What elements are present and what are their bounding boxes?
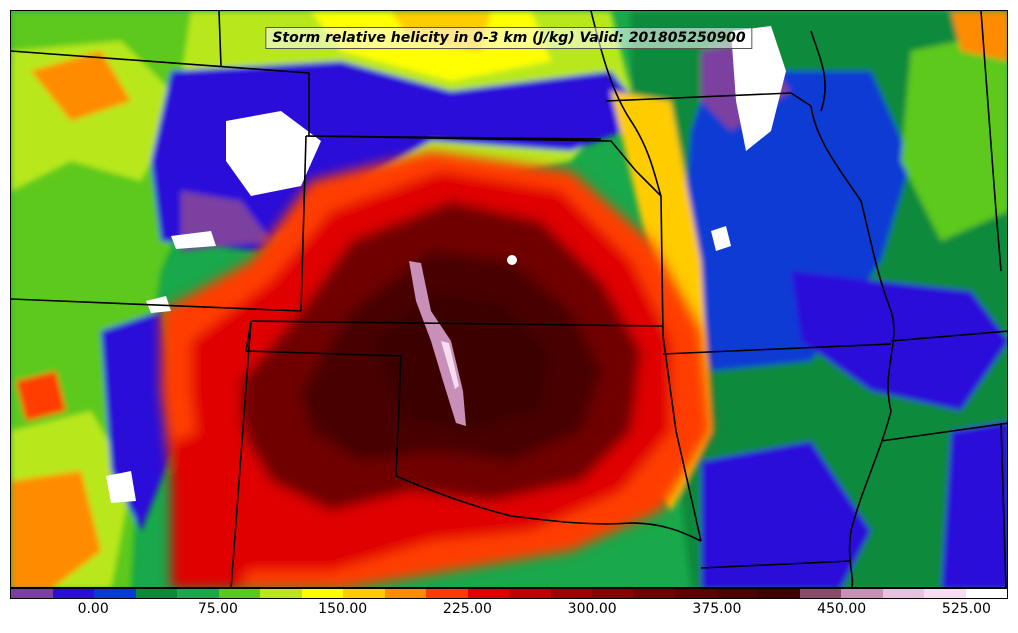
- colorbar-tick-label: 225.00: [442, 601, 492, 617]
- colorbar-tick-label: 375.00: [692, 601, 742, 617]
- colorbar-swatch: [799, 589, 841, 598]
- border-ok-east: [662, 335, 702, 542]
- region-white-west-spot: [106, 471, 136, 503]
- colorbar-swatch: [384, 589, 426, 598]
- region-east-orange: [951, 11, 1007, 61]
- colorbar-swatch: [965, 589, 1007, 598]
- colorbar-swatch: [924, 589, 966, 598]
- region-white-nebraska: [226, 111, 321, 196]
- region-white-streak: [441, 341, 459, 389]
- region-pink-streak: [409, 261, 466, 426]
- region-darkest-core: [371, 291, 551, 431]
- region-plains-blue: [151, 61, 651, 251]
- border-red-river: [395, 475, 702, 542]
- colorbar-swatch: [301, 589, 343, 598]
- region-white-iowa-spot: [711, 226, 731, 251]
- border-co-south: [245, 320, 402, 357]
- colorbar-swatch: [467, 589, 509, 598]
- border-il-east: [980, 11, 1002, 272]
- colorbar-swatch: [343, 589, 385, 598]
- region-white-nebraska-edge: [171, 231, 216, 249]
- region-sw-red: [171, 421, 271, 587]
- colorbar-swatch: [675, 589, 717, 598]
- colorbar-swatch: [716, 589, 758, 598]
- border-mississippi: [810, 105, 895, 587]
- border-co-north: [11, 298, 302, 312]
- map-title: Storm relative helicity in 0-3 km (J/kg)…: [265, 27, 753, 49]
- border-ne-ks: [300, 135, 307, 312]
- colorbar-tick-label: 450.00: [817, 601, 867, 617]
- border-ar-south: [700, 560, 852, 569]
- colorbar-swatch: [218, 589, 260, 598]
- region-white-spot-kansas: [507, 255, 517, 265]
- region-white-iowa: [731, 26, 786, 151]
- colorbar-swatch: [135, 589, 177, 598]
- colorbar-swatch: [841, 589, 883, 598]
- colorbar-tick-label: 300.00: [567, 601, 617, 617]
- colorbar-swatch: [177, 589, 219, 598]
- helicity-map: [11, 11, 1007, 587]
- border-ok-panhandle: [395, 355, 402, 477]
- map-panel: Storm relative helicity in 0-3 km (J/kg)…: [10, 10, 1008, 588]
- border-wy-ne-north: [11, 50, 310, 74]
- border-tn-north: [890, 330, 1007, 342]
- colorbar-swatch: [426, 589, 468, 598]
- border-ks-east: [660, 195, 664, 337]
- colorbar-swatch: [882, 589, 924, 598]
- colorbar: [10, 588, 1008, 599]
- region-west-orange-south: [11, 471, 101, 587]
- border-wi: [810, 30, 826, 112]
- border-ms-al: [1000, 422, 1007, 587]
- colorbar-tick-label: 525.00: [941, 601, 991, 617]
- border-ms-north: [880, 422, 1007, 442]
- colorbar-tick-labels: 0.00 75.00 150.00 225.00 300.00 375.00 450.00 5…: [10, 601, 1008, 625]
- border-nm-east: [230, 320, 252, 587]
- region-east-blue-southeast: [941, 421, 1007, 587]
- region-east-blue-south: [701, 441, 871, 587]
- border-mo-north: [605, 92, 812, 107]
- border-ar-north: [662, 343, 892, 355]
- colorbar-swatch: [11, 589, 53, 598]
- border-ks-south: [250, 320, 664, 327]
- colorbar-swatch: [52, 589, 94, 598]
- region-east-lime: [901, 31, 1007, 241]
- colorbar-swatch: [260, 589, 302, 598]
- colorbar-swatch: [592, 589, 634, 598]
- colorbar-tick-label: 150.00: [318, 601, 368, 617]
- colorbar-swatch: [550, 589, 592, 598]
- region-west-orange: [31, 51, 131, 121]
- border-ks-north: [305, 135, 662, 197]
- border-sd-west: [218, 11, 222, 67]
- colorbar-tick-label: 75.00: [197, 601, 238, 617]
- colorbar-swatch: [758, 589, 800, 598]
- region-west-redspot: [16, 371, 66, 421]
- colorbar-swatch: [509, 589, 551, 598]
- colorbar-swatch: [94, 589, 136, 598]
- colorbar-tick-label: 0.00: [77, 601, 109, 617]
- colorbar-swatch: [633, 589, 675, 598]
